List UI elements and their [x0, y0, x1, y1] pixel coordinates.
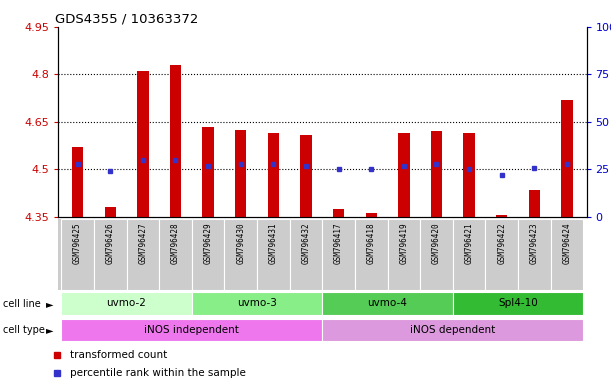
Bar [333, 209, 345, 217]
Bar [61, 219, 94, 290]
Bar [257, 219, 290, 290]
Bar [94, 219, 126, 290]
Bar [463, 133, 475, 217]
Bar [431, 131, 442, 217]
Bar [126, 219, 159, 290]
Bar [159, 219, 192, 290]
Bar [192, 292, 323, 316]
Text: GSM796431: GSM796431 [269, 222, 278, 264]
Bar [192, 219, 224, 290]
Bar [398, 133, 409, 217]
Text: uvmo-4: uvmo-4 [368, 298, 408, 308]
Text: GDS4355 / 10363372: GDS4355 / 10363372 [56, 13, 199, 26]
Text: iNOS independent: iNOS independent [144, 324, 240, 334]
Bar [453, 219, 485, 290]
Bar [387, 219, 420, 290]
Text: GSM796418: GSM796418 [367, 222, 376, 264]
Bar [529, 190, 540, 217]
Bar [61, 319, 323, 341]
Bar [355, 219, 387, 290]
Text: Spl4-10: Spl4-10 [498, 298, 538, 308]
Text: GSM796427: GSM796427 [138, 222, 147, 264]
Text: GSM796428: GSM796428 [171, 222, 180, 264]
Bar [268, 133, 279, 217]
Text: iNOS dependent: iNOS dependent [410, 324, 496, 334]
Text: uvmo-3: uvmo-3 [237, 298, 277, 308]
Bar [562, 100, 573, 217]
Bar [170, 65, 181, 217]
Bar [496, 215, 508, 217]
Bar [453, 292, 584, 316]
Bar [290, 219, 323, 290]
Text: GSM796421: GSM796421 [464, 222, 474, 264]
Text: ►: ► [46, 299, 54, 309]
Bar [323, 219, 355, 290]
Text: cell line: cell line [3, 299, 41, 309]
Bar [323, 319, 584, 341]
Text: GSM796422: GSM796422 [497, 222, 507, 264]
Bar [551, 219, 584, 290]
Bar [72, 147, 83, 217]
Text: percentile rank within the sample: percentile rank within the sample [70, 368, 246, 378]
Bar [300, 134, 312, 217]
Text: GSM796419: GSM796419 [400, 222, 408, 264]
Bar [420, 219, 453, 290]
Bar [224, 219, 257, 290]
Bar [104, 207, 116, 217]
Text: GSM796417: GSM796417 [334, 222, 343, 264]
Text: GSM796426: GSM796426 [106, 222, 115, 264]
Text: GSM796424: GSM796424 [563, 222, 571, 264]
Bar [61, 292, 192, 316]
Bar [485, 219, 518, 290]
Bar [365, 213, 377, 217]
Text: GSM796430: GSM796430 [236, 222, 245, 264]
Bar [202, 127, 214, 217]
Text: GSM796420: GSM796420 [432, 222, 441, 264]
Text: cell type: cell type [3, 325, 45, 335]
Text: uvmo-2: uvmo-2 [106, 298, 147, 308]
Text: GSM796423: GSM796423 [530, 222, 539, 264]
Text: GSM796425: GSM796425 [73, 222, 82, 264]
Bar [137, 71, 148, 217]
Text: ►: ► [46, 325, 54, 335]
Text: GSM796432: GSM796432 [301, 222, 310, 264]
Text: transformed count: transformed count [70, 350, 167, 360]
Text: GSM796429: GSM796429 [203, 222, 213, 264]
Bar [323, 292, 453, 316]
Bar [235, 130, 246, 217]
Bar [518, 219, 551, 290]
